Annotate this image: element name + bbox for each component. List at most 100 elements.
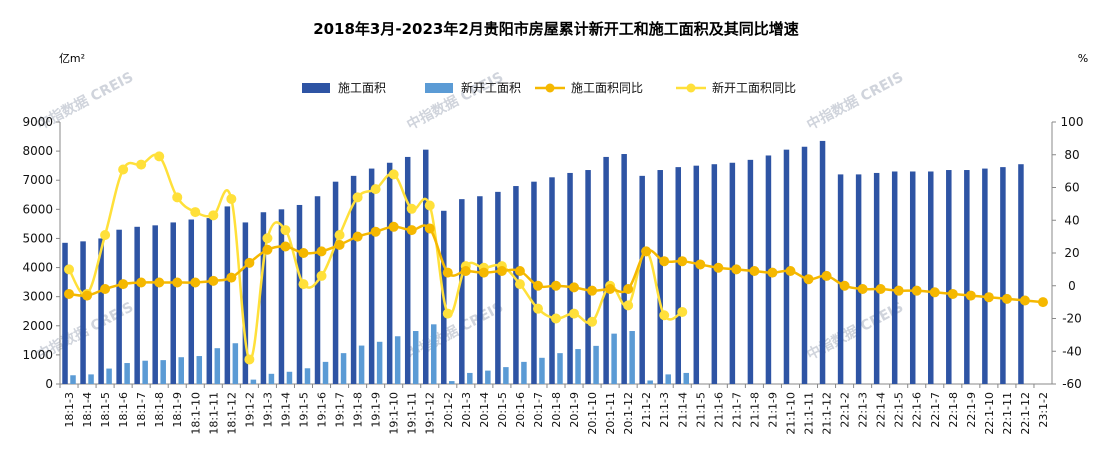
construction-area-bar: [982, 168, 988, 384]
x-tick-label: 19:1-8: [352, 392, 365, 428]
new-start-yoy-point: [388, 169, 399, 180]
x-tick-label: 21:1-7: [730, 392, 743, 428]
new-start-yoy-point: [316, 270, 327, 281]
x-tick-label: 19:1-4: [279, 392, 292, 428]
construction-yoy-point: [821, 270, 832, 281]
construction-yoy-point: [605, 284, 616, 295]
new-start-yoy-point: [677, 306, 688, 317]
construction-area-bar: [495, 191, 501, 384]
x-tick-label: 22:1-4: [875, 392, 888, 428]
right-tick-label: -40: [1062, 344, 1082, 358]
right-tick-label: -20: [1062, 312, 1082, 326]
x-tick-label: 22:1-11: [1001, 392, 1014, 435]
construction-yoy-point: [532, 280, 543, 291]
construction-area-bar: [783, 149, 790, 384]
new-start-yoy-point: [262, 233, 273, 244]
x-tick-label: 19:1-3: [261, 392, 274, 428]
left-tick-label: 9000: [22, 115, 53, 129]
new-start-yoy-point: [118, 164, 129, 175]
new-start-yoy-point: [514, 279, 525, 290]
x-tick-label: 18:1-9: [171, 392, 184, 428]
construction-yoy-point: [478, 267, 489, 278]
x-tick-label: 20:1-5: [496, 392, 509, 428]
new-start-area-bar: [178, 357, 184, 384]
right-tick-label: 20: [1064, 246, 1079, 260]
construction-area-bar: [928, 171, 934, 384]
new-start-yoy-point: [64, 264, 75, 275]
new-start-yoy-point: [424, 200, 435, 211]
new-start-yoy-point: [298, 279, 309, 290]
new-start-yoy-point: [587, 316, 598, 327]
new-start-yoy-point: [623, 300, 634, 311]
new-start-yoy-point: [208, 210, 219, 221]
construction-yoy-point: [244, 257, 255, 268]
construction-yoy-point: [857, 284, 868, 295]
new-start-area-bar: [232, 343, 239, 384]
construction-yoy-point: [334, 239, 345, 250]
construction-yoy-point: [172, 277, 183, 288]
new-start-area-bar: [557, 353, 563, 384]
construction-area-bar: [350, 175, 357, 384]
x-tick-label: 21:1-9: [766, 392, 779, 428]
construction-yoy-point: [785, 266, 796, 277]
new-start-area-bar: [539, 357, 545, 384]
watermark-6: 中指数据 CREIS: [804, 298, 906, 363]
x-tick-label: 20:1-2: [442, 392, 455, 428]
construction-yoy-point: [226, 272, 237, 283]
construction-area-bar: [386, 162, 393, 384]
construction-area-bar: [855, 174, 862, 384]
left-tick-label: 8000: [22, 144, 53, 158]
new-start-yoy-point: [190, 207, 201, 218]
new-start-area-bar: [412, 331, 419, 384]
construction-area-bar: [80, 241, 86, 384]
x-tick-label: 18:1-3: [63, 392, 76, 428]
x-tick-label: 20:1-9: [568, 392, 581, 428]
new-start-area-bar: [467, 372, 473, 384]
construction-area-bar: [62, 242, 68, 384]
construction-area-bar: [260, 212, 267, 384]
new-start-area-bar: [142, 360, 148, 384]
x-tick-label: 18:1-11: [207, 392, 220, 435]
x-tick-label: 20:1-11: [604, 392, 617, 435]
construction-yoy-point: [1001, 293, 1012, 304]
x-tick-label: 20:1-4: [478, 392, 491, 428]
x-tick-label: 20:1-7: [532, 392, 545, 428]
construction-area-bar: [711, 164, 718, 384]
construction-area-bar: [819, 140, 826, 384]
construction-yoy-point: [695, 259, 706, 270]
construction-yoy-point: [316, 246, 327, 257]
new-start-area-bar: [575, 349, 581, 384]
x-tick-label: 18:1-6: [117, 392, 130, 428]
x-tick-label: 20:1-3: [460, 392, 473, 428]
construction-yoy-point: [965, 290, 976, 301]
right-tick-label: 80: [1064, 148, 1079, 162]
new-start-area-bar: [376, 341, 383, 384]
construction-yoy-point: [154, 277, 165, 288]
construction-yoy-point: [713, 262, 724, 273]
x-tick-label: 19:1-6: [316, 392, 329, 428]
watermark-3: 中指数据 CREIS: [804, 68, 906, 133]
right-tick-label: 100: [1061, 115, 1084, 129]
construction-area-bar: [278, 209, 285, 384]
new-start-yoy-point: [659, 310, 670, 321]
legend-new-start-area: 新开工面积: [425, 80, 521, 95]
new-start-area-bar: [88, 374, 94, 384]
left-tick-label: 6000: [22, 202, 53, 216]
construction-area-bar: [964, 170, 970, 384]
construction-yoy-point: [929, 287, 940, 298]
x-tick-label: 18:1-8: [153, 392, 166, 428]
new-start-area-bar: [485, 370, 491, 384]
x-tick-label: 19:1-9: [370, 392, 383, 428]
construction-area-bar: [296, 204, 303, 384]
construction-area-bar: [1018, 164, 1024, 384]
construction-area-bar: [549, 177, 555, 384]
x-tick-label: 20:1-8: [550, 392, 563, 428]
left-tick-label: 5000: [22, 231, 53, 245]
x-tick-label: 20:1-10: [586, 392, 599, 435]
x-tick-label: 21:1-10: [784, 392, 797, 435]
x-tick-label: 19:1-7: [334, 392, 347, 428]
left-tick-label: 2000: [22, 319, 53, 333]
construction-yoy-point: [136, 277, 147, 288]
construction-yoy-point: [587, 285, 598, 296]
lines: [64, 151, 1048, 365]
